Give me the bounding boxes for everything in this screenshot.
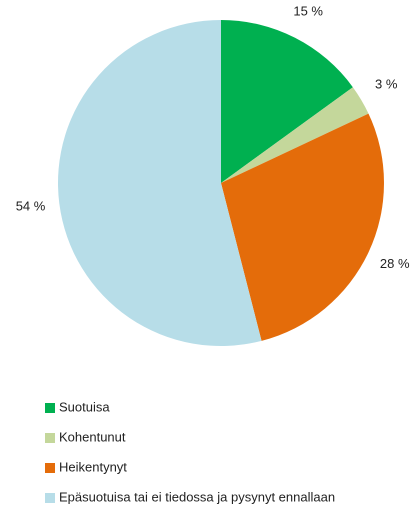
pie-slice	[221, 113, 384, 341]
data-label: 28 %	[380, 256, 410, 271]
legend-swatch	[45, 493, 55, 503]
data-label: 54 %	[16, 199, 46, 214]
legend-label: Epäsuotuisa tai ei tiedossa ja pysynyt e…	[59, 489, 335, 504]
data-label: 15 %	[293, 3, 323, 18]
pie-slice	[221, 87, 369, 183]
legend-label: Kohentunut	[59, 429, 126, 444]
legend-swatch	[45, 403, 55, 413]
legend-label: Suotuisa	[59, 399, 110, 414]
pie-slice	[221, 20, 353, 183]
legend-swatch	[45, 433, 55, 443]
pie-slice	[58, 20, 262, 346]
data-label: 3 %	[375, 77, 398, 92]
legend-swatch	[45, 463, 55, 473]
legend-label: Heikentynyt	[59, 459, 127, 474]
